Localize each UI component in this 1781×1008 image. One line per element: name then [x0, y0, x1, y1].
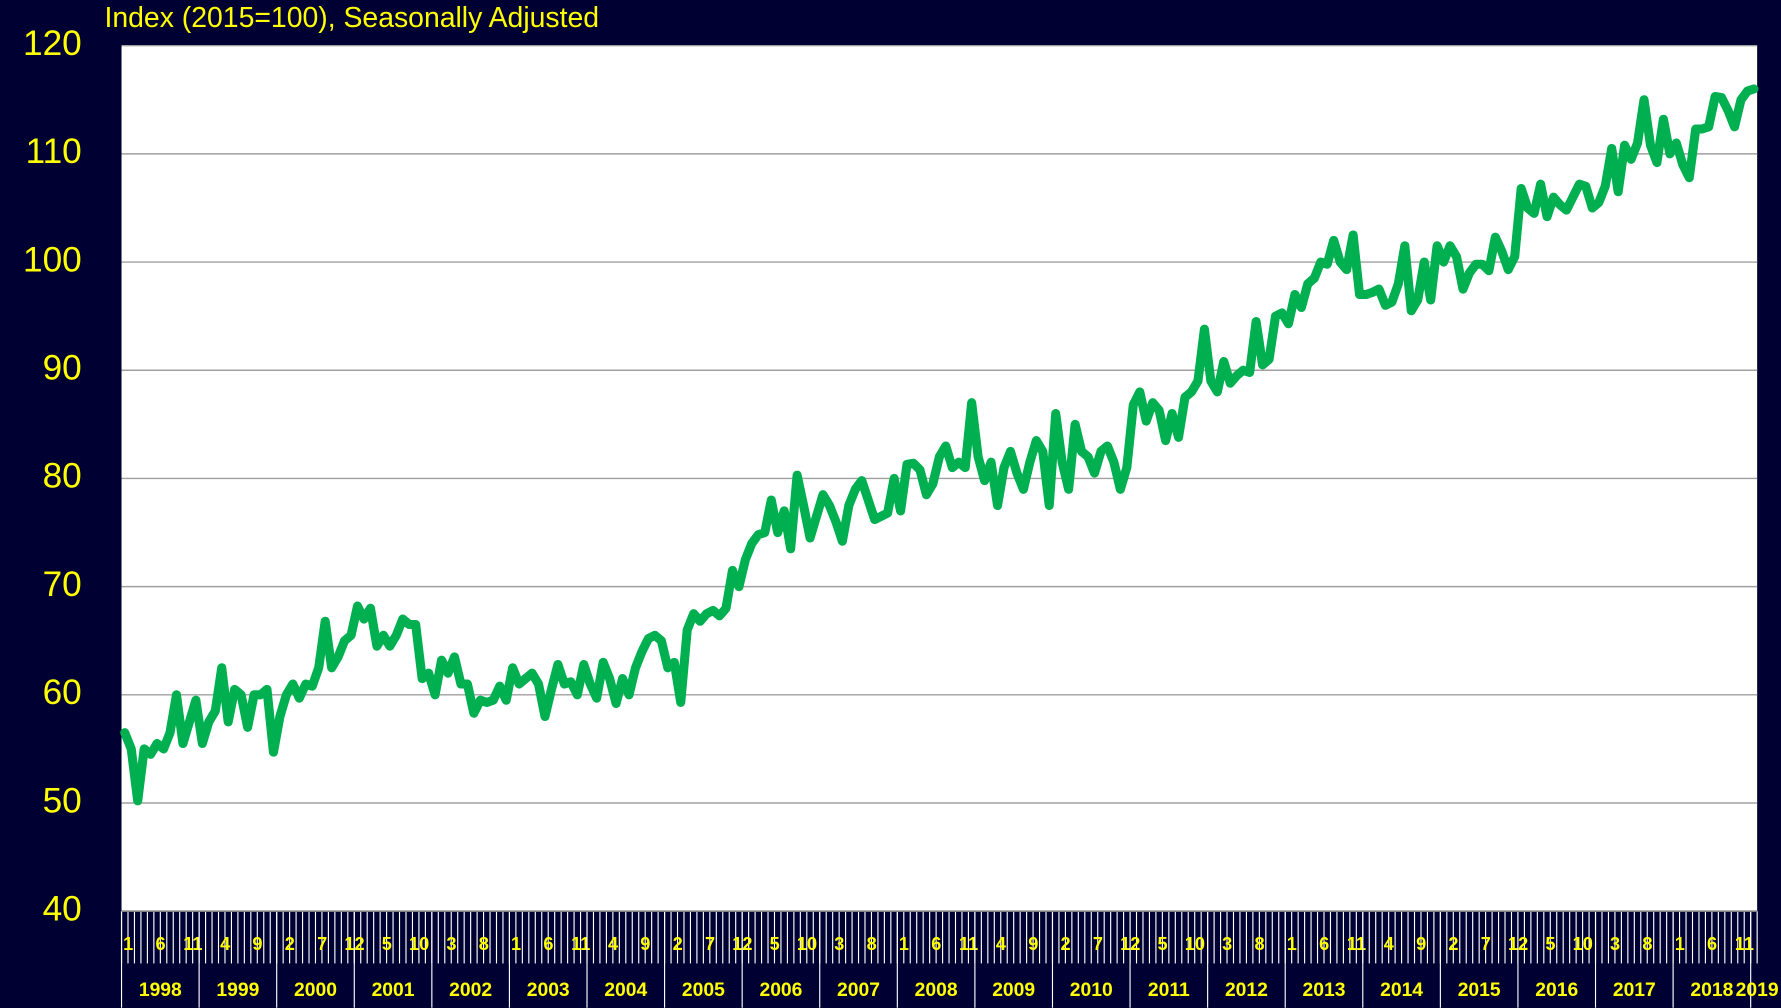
x-tick-label: 2: [285, 934, 295, 954]
x-tick-label: 8: [1254, 934, 1264, 954]
year-label: 2012: [1225, 980, 1268, 1001]
y-tick-label: 100: [23, 240, 82, 279]
year-label: 2016: [1535, 980, 1578, 1001]
year-label: 2003: [527, 980, 570, 1001]
year-label: 2013: [1303, 980, 1346, 1001]
year-label: 2015: [1458, 980, 1501, 1001]
year-label: 2010: [1070, 980, 1113, 1001]
year-label: 1998: [139, 980, 182, 1001]
x-tick-label: 3: [1222, 934, 1232, 954]
year-label: 2002: [449, 980, 492, 1001]
x-tick-label: 5: [1545, 934, 1555, 954]
x-tick-label: 2: [1448, 934, 1458, 954]
y-tick-label: 50: [43, 781, 82, 820]
x-tick-label: 2: [1061, 934, 1071, 954]
chart-title: Index (2015=100), Seasonally Adjusted: [104, 2, 599, 34]
year-label: 2019: [1736, 980, 1779, 1001]
y-tick-label: 70: [43, 565, 82, 604]
x-tick-label: 7: [1093, 934, 1103, 954]
year-label: 2014: [1380, 980, 1423, 1001]
y-tick-label: 110: [26, 132, 82, 171]
x-tick-label: 2: [673, 934, 683, 954]
year-label: 2004: [604, 980, 647, 1001]
x-tick-label: 3: [1610, 934, 1620, 954]
year-label: 1999: [216, 980, 259, 1001]
year-label: 2009: [992, 980, 1035, 1001]
x-tick-label: 3: [446, 934, 456, 954]
x-tick-label: 4: [996, 934, 1006, 954]
year-label: 2005: [682, 980, 725, 1001]
x-tick-label: 4: [220, 934, 230, 954]
x-tick-label: 5: [1157, 934, 1167, 954]
year-label: 2006: [759, 980, 802, 1001]
x-tick-label: 10: [1573, 934, 1593, 954]
year-label: 2001: [372, 980, 415, 1001]
year-label: 2011: [1148, 980, 1190, 1001]
x-tick-label: 8: [867, 934, 877, 954]
x-tick-label: 6: [543, 934, 553, 954]
x-tick-label: 1: [511, 934, 521, 954]
x-tick-label: 1: [1675, 934, 1685, 954]
x-tick-label: 10: [1185, 934, 1205, 954]
x-tick-label: 9: [252, 934, 262, 954]
x-tick-label: 11: [959, 934, 978, 954]
y-tick-label: 40: [43, 889, 82, 928]
x-tick-label: 8: [479, 934, 489, 954]
year-label: 2017: [1613, 980, 1656, 1001]
year-label: 2000: [294, 980, 337, 1001]
year-label: 2008: [915, 980, 958, 1001]
x-tick-label: 6: [155, 934, 165, 954]
x-tick-label: 11: [1735, 934, 1754, 954]
x-tick-label: 7: [317, 934, 327, 954]
x-tick-label: 8: [1642, 934, 1652, 954]
x-tick-label: 3: [834, 934, 844, 954]
y-tick-label: 60: [43, 673, 82, 712]
x-tick-label: 9: [640, 934, 650, 954]
x-tick-label: 6: [931, 934, 941, 954]
x-tick-label: 1: [1287, 934, 1297, 954]
year-label: 2007: [837, 980, 880, 1001]
x-tick-label: 7: [705, 934, 715, 954]
x-tick-label: 10: [409, 934, 429, 954]
y-tick-label: 90: [43, 349, 82, 388]
x-tick-label: 5: [770, 934, 780, 954]
x-tick-label: 1: [899, 934, 909, 954]
x-tick-label: 7: [1481, 934, 1491, 954]
x-tick-label: 4: [1384, 934, 1394, 954]
x-tick-label: 11: [1347, 934, 1366, 954]
x-tick-label: 5: [382, 934, 392, 954]
x-tick-label: 9: [1416, 934, 1426, 954]
y-tick-label: 120: [23, 24, 82, 63]
x-tick-label: 9: [1028, 934, 1038, 954]
data-line: [120, 84, 1759, 806]
x-tick-label: 11: [183, 934, 202, 954]
x-tick-label: 6: [1319, 934, 1329, 954]
x-tick-label: 6: [1707, 934, 1717, 954]
x-tick-label: 10: [797, 934, 817, 954]
y-tick-label: 80: [43, 457, 82, 496]
x-tick-label: 4: [608, 934, 618, 954]
x-tick-label: 1: [123, 934, 133, 954]
x-tick-label: 11: [571, 934, 590, 954]
year-label: 2018: [1690, 980, 1733, 1001]
